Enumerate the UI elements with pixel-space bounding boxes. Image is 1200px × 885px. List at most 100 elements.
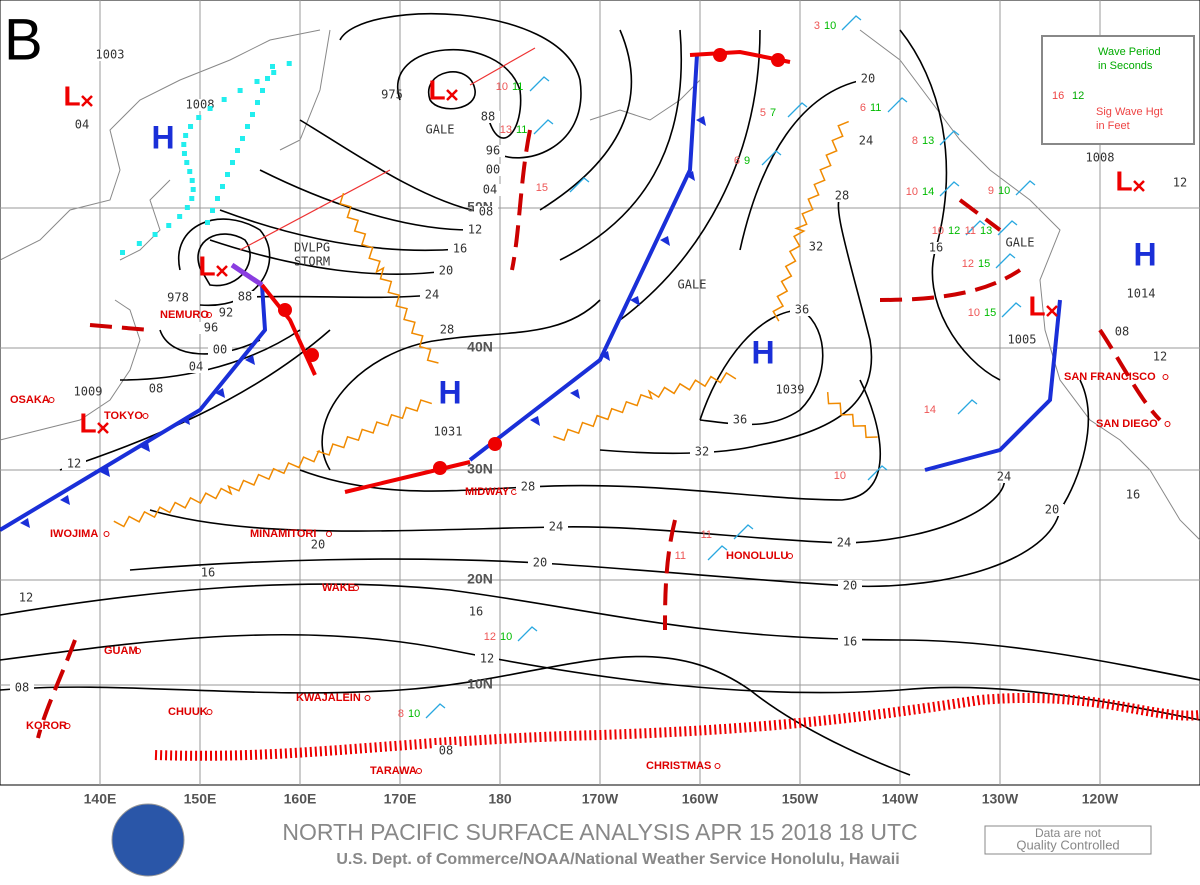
panel-label: B (4, 7, 43, 72)
isobar-label: 16 (843, 635, 857, 649)
wind-barb (995, 253, 1016, 269)
isobar-label-bg (790, 304, 814, 316)
trough (553, 371, 737, 442)
trough (339, 192, 439, 364)
wave-height: 6 (734, 155, 740, 167)
troughs (36, 129, 1162, 739)
isobar-label: 20 (1045, 503, 1059, 517)
place-marker (787, 553, 793, 559)
ice-edge (184, 160, 190, 165)
isobar-label-bg (528, 557, 552, 569)
isobar-label-bg (690, 446, 714, 458)
latitude-label: 30N (467, 461, 493, 477)
longitude-label: 140E (84, 791, 117, 807)
ice-edge (225, 172, 230, 177)
wind-barb (1015, 180, 1036, 196)
low-pressure: 1005 (1008, 333, 1037, 347)
place-marker (135, 648, 141, 654)
wave-height: 11 (701, 529, 712, 541)
ice-edge (183, 133, 189, 138)
isobar-label: 16 (1126, 488, 1140, 502)
isobar-label: 04 (483, 183, 497, 197)
wave-height: 10 (906, 186, 918, 198)
isobar-label-bg (481, 164, 505, 176)
isobar-label: 08 (15, 681, 29, 695)
isobar-label: 1008 (186, 98, 215, 112)
legend-box (1041, 35, 1195, 145)
wind-barb (733, 524, 754, 540)
isobar-label: 36 (795, 303, 809, 317)
isobar-label: 92 (219, 306, 233, 320)
wave-height: 10 (968, 307, 980, 319)
wave-period: 11 (870, 102, 881, 114)
wave-period: 10 (500, 631, 512, 643)
isobar-label-bg (434, 745, 458, 757)
wind-barb (965, 220, 986, 236)
isobar-label-bg (435, 324, 459, 336)
front-triangle (100, 467, 110, 477)
ice-edge (152, 232, 158, 237)
isobar-label: 12 (468, 223, 482, 237)
isobar-label-bg (854, 135, 878, 147)
ice-edge (235, 148, 240, 153)
isobar-label-bg (924, 242, 948, 254)
annotation: GALE (1006, 236, 1035, 250)
isobar-label-bg (196, 567, 220, 579)
wave-height: 13 (500, 124, 512, 136)
isobar-label: 08 (1115, 325, 1129, 339)
place-marker (206, 709, 213, 715)
place-label: CHUUK (168, 706, 208, 718)
place-marker (1162, 374, 1169, 380)
ice-edge (189, 178, 195, 183)
trough (113, 399, 433, 528)
isobar-label-bg (199, 322, 223, 334)
wind-barb (425, 703, 446, 719)
isobar-label-bg (544, 521, 568, 533)
wind-barb (841, 15, 862, 31)
place-marker (103, 531, 110, 537)
latitude-label: 40N (467, 339, 493, 355)
annotation: STORM (294, 255, 330, 269)
isobar-label: 28 (440, 323, 454, 337)
wave-period: 10 (998, 185, 1010, 197)
trough (772, 120, 849, 322)
wave-height: 10 (834, 470, 846, 482)
isobar-label: 96 (486, 144, 500, 158)
legend-text: in Feet (1096, 120, 1130, 132)
ice-edge (196, 115, 202, 120)
ice-edge (254, 79, 260, 84)
isobar-label-bg (420, 289, 444, 301)
place-label: KWAJALEIN (296, 692, 361, 704)
isobar-label-bg (448, 243, 472, 255)
front-triangle (140, 442, 150, 452)
wave-period: 13 (922, 135, 934, 147)
place-label: TARAWA (370, 765, 417, 777)
ice-edge (265, 76, 270, 81)
place-marker (64, 723, 71, 729)
isobar-label-bg (728, 414, 752, 426)
isobar-label-bg (208, 344, 232, 356)
longitude-label: 130W (982, 791, 1019, 807)
isobar-label-bg (478, 184, 502, 196)
low-pressure: 04 (75, 118, 89, 132)
wind-barb (707, 545, 728, 561)
place-label: SAN FRANCISCO (1064, 371, 1156, 383)
itcz (154, 692, 1200, 761)
front-triangle (660, 236, 670, 246)
wind-barb (787, 102, 808, 118)
wave-height: 3 (814, 20, 820, 32)
place-marker (714, 763, 721, 769)
isobars (0, 12, 1200, 776)
isobar-label: 12 (67, 457, 81, 471)
isobar-label-bg (1121, 489, 1145, 501)
high-symbol: H (1133, 236, 1156, 272)
ice-edge (205, 220, 210, 225)
isobar-label: 12 (1153, 350, 1167, 364)
place-marker (1164, 421, 1171, 427)
storm-track (469, 47, 536, 86)
front-triangle (180, 415, 190, 425)
place-label: KOROR (26, 720, 67, 732)
place-marker (353, 585, 359, 591)
low-symbol: L (1115, 165, 1132, 196)
isobar-label: 32 (695, 445, 709, 459)
